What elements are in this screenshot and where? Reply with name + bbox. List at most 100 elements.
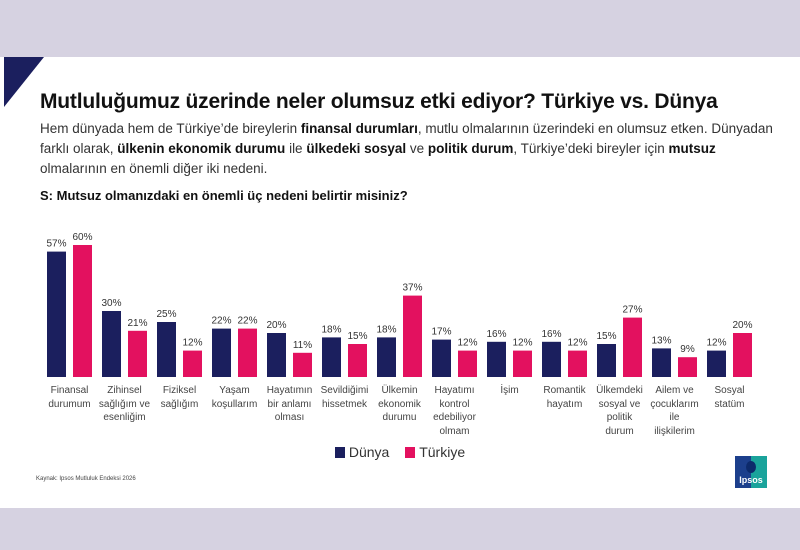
category-label: Ülkemin ekonomik durumu bbox=[370, 384, 430, 425]
bar-turkiye bbox=[733, 333, 752, 377]
category-label-line: statüm bbox=[714, 398, 745, 410]
value-label: 17% bbox=[431, 327, 451, 338]
value-label: 12% bbox=[182, 338, 202, 349]
value-label: 27% bbox=[622, 305, 642, 316]
category-label-line: durumu bbox=[382, 412, 417, 423]
bar-turkiye bbox=[513, 350, 532, 377]
category-label-line: ilişkilerim bbox=[654, 425, 695, 437]
value-label: 12% bbox=[457, 338, 477, 349]
page-title: Mutluluğumuz üzerinde neler olumsuz etki… bbox=[40, 90, 718, 113]
description-text: , mutlu olmalarının üzerindeki en olumsu… bbox=[40, 121, 773, 156]
category-label-line: ekonomik bbox=[378, 398, 421, 410]
value-label: 15% bbox=[596, 331, 616, 342]
bar-turkiye bbox=[238, 328, 257, 377]
survey-question: S: Mutsuz olmanızdaki en önemli üç neden… bbox=[40, 188, 408, 203]
category-label-line: Yaşam bbox=[219, 385, 250, 396]
bar-dunya bbox=[102, 311, 121, 377]
value-label: 13% bbox=[651, 335, 671, 346]
category-label-line: sağlığım ve bbox=[98, 398, 151, 410]
bar-chart: 57% 30% 25% 22% 20% 18% 18% 17% 16% 16% 15% 13% 12% 6… bbox=[46, 232, 753, 377]
category-label-line: durum bbox=[605, 425, 634, 437]
description-emphasis: ülkenin ekonomik durumu bbox=[117, 141, 286, 156]
category-label-line: Fiziksel bbox=[162, 385, 197, 396]
value-label: 57% bbox=[46, 239, 66, 250]
logo-head-shape bbox=[746, 461, 756, 473]
category-label-line: Romantik bbox=[543, 385, 586, 396]
bar-dunya bbox=[652, 348, 671, 377]
category-label: Ailem ve çocuklarım ile ilişkilerim bbox=[645, 384, 705, 438]
slide: Mutluluğumuz üzerinde neler olumsuz etki… bbox=[0, 57, 800, 508]
category-label: Hayatımın bir anlamı olması bbox=[260, 384, 320, 425]
value-label: 22% bbox=[237, 316, 257, 327]
bar-dunya bbox=[157, 322, 176, 377]
description-emphasis: ülkedeki sosyal bbox=[306, 141, 407, 156]
description-text: olmalarının en önemli diğer iki nedeni. bbox=[40, 161, 268, 176]
category-label-line: olması bbox=[274, 412, 305, 423]
bar-turkiye bbox=[128, 330, 147, 377]
category-label-line: Hayatımın bbox=[266, 385, 313, 396]
category-label-line: olmam bbox=[439, 425, 470, 437]
value-label: 9% bbox=[680, 344, 695, 355]
category-label-line: edebiliyor bbox=[433, 412, 476, 423]
value-label: 20% bbox=[266, 320, 286, 331]
category-label: Zihinsel sağlığım ve esenliğim bbox=[95, 384, 155, 425]
bar-turkiye bbox=[403, 295, 422, 377]
category-label: Sevildiğimi hissetmek bbox=[315, 384, 375, 411]
category-label-line: bir anlamı bbox=[267, 398, 312, 410]
description: Hem dünyada hem de Türkiye’de bireylerin… bbox=[40, 119, 780, 179]
bar-turkiye bbox=[348, 344, 367, 377]
category-label-line: Ülkemin bbox=[381, 385, 418, 396]
category-label-line: Zihinsel bbox=[107, 385, 142, 396]
category-label-line: Ailem ve bbox=[655, 385, 694, 396]
value-label: 37% bbox=[402, 283, 422, 294]
category-label: Ülkemdeki sosyal ve politik durum bbox=[590, 384, 650, 438]
value-label: 18% bbox=[321, 324, 341, 335]
value-label: 22% bbox=[211, 316, 231, 327]
value-label: 30% bbox=[101, 298, 121, 309]
category-label-line: durumum bbox=[48, 398, 91, 410]
legend-swatch bbox=[405, 447, 416, 458]
value-label: 18% bbox=[376, 324, 396, 335]
bar-dunya bbox=[47, 251, 66, 377]
value-label: 16% bbox=[486, 329, 506, 340]
category-label-line: kontrol bbox=[439, 398, 470, 410]
description-emphasis: mutsuz bbox=[668, 141, 716, 156]
category-label-line: Hayatımı bbox=[434, 385, 475, 396]
description-text: ve bbox=[406, 141, 428, 156]
description-text: , Türkiye’deki bireyler için bbox=[513, 141, 669, 156]
category-label-line: çocuklarım bbox=[650, 398, 699, 410]
category-label-line: Sevildiğimi bbox=[320, 385, 369, 396]
value-label: 16% bbox=[541, 329, 561, 340]
category-label-line: ile bbox=[669, 412, 680, 423]
value-label: 60% bbox=[72, 232, 92, 243]
description-text: Hem dünyada hem de Türkiye’de bireylerin bbox=[40, 121, 301, 136]
description-emphasis: politik durum bbox=[427, 141, 514, 156]
category-label-line: koşullarım bbox=[211, 398, 258, 410]
category-label-line: hissetmek bbox=[321, 398, 367, 410]
description-emphasis: finansal durumları bbox=[300, 121, 418, 136]
value-label: 12% bbox=[706, 338, 726, 349]
category-label: İşim bbox=[480, 384, 540, 398]
bar-dunya bbox=[542, 341, 561, 377]
bar-dunya bbox=[322, 337, 341, 377]
source-note: Kaynak: Ipsos Mutluluk Endeksi 2026 bbox=[36, 476, 136, 482]
category-label: Romantik hayatım bbox=[535, 384, 595, 411]
bar-turkiye bbox=[458, 350, 477, 377]
value-label: 21% bbox=[127, 318, 147, 329]
category-label: Fiziksel sağlığım bbox=[150, 384, 210, 411]
bar-dunya bbox=[377, 337, 396, 377]
category-label: Hayatımı kontrol edebiliyor olmam bbox=[425, 384, 485, 438]
category-label-line: Finansal bbox=[50, 385, 89, 396]
corner-decoration bbox=[4, 57, 44, 107]
legend-item-dunya: Dünya bbox=[334, 444, 389, 460]
bar-turkiye bbox=[623, 317, 642, 377]
legend-swatch bbox=[334, 447, 345, 458]
bar-dunya bbox=[212, 328, 231, 377]
bar-dunya bbox=[267, 333, 286, 377]
category-label: Sosyal statüm bbox=[700, 384, 760, 411]
legend: Dünya Türkiye bbox=[0, 444, 800, 460]
bar-turkiye bbox=[293, 352, 312, 377]
category-label-line: İşim bbox=[500, 385, 519, 396]
category-label: Yaşam koşullarım bbox=[205, 384, 265, 411]
bar-turkiye bbox=[183, 350, 202, 377]
